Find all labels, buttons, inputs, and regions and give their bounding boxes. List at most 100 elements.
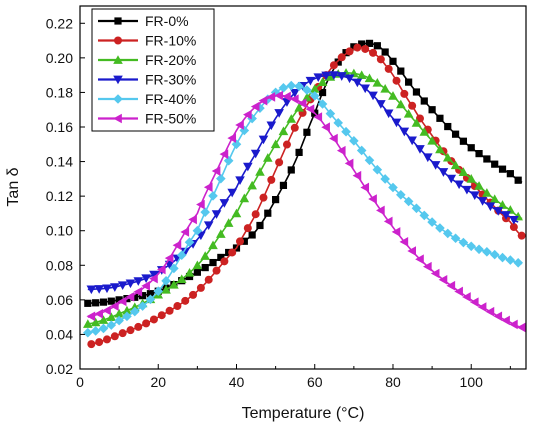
legend-label: FR-30% <box>145 72 196 88</box>
series-fr-50- <box>86 90 526 333</box>
data-point <box>427 217 437 227</box>
data-point <box>497 200 508 209</box>
data-point <box>466 174 477 183</box>
data-point <box>142 319 151 328</box>
data-point <box>255 167 265 176</box>
data-point <box>397 67 405 75</box>
y-tick-label: 0.08 <box>46 257 73 273</box>
data-point <box>485 306 495 317</box>
legend-item: FR-0% <box>98 13 189 29</box>
data-point <box>200 207 210 217</box>
data-point <box>83 327 93 338</box>
y-tick-label: 0.12 <box>46 188 73 204</box>
data-point <box>115 296 123 304</box>
data-point <box>219 149 229 159</box>
legend-label: FR-40% <box>145 91 196 107</box>
data-point <box>400 89 409 98</box>
data-point <box>239 193 250 203</box>
data-point <box>454 180 464 190</box>
data-point <box>368 194 377 204</box>
data-point <box>408 101 417 110</box>
legend-marker <box>113 113 122 124</box>
legend-item: FR-30% <box>98 72 196 88</box>
data-point <box>153 286 164 297</box>
data-point <box>290 123 299 132</box>
data-point <box>415 254 424 265</box>
data-point <box>258 95 268 106</box>
legend-label: FR-50% <box>145 111 196 127</box>
data-point <box>83 319 93 328</box>
data-point <box>92 299 100 307</box>
data-point <box>381 48 389 56</box>
data-point <box>321 71 331 81</box>
data-point <box>90 326 101 336</box>
data-point <box>250 149 261 159</box>
data-point <box>129 302 140 312</box>
data-point <box>106 312 117 321</box>
data-point <box>110 332 119 341</box>
data-point <box>466 241 477 252</box>
data-point <box>353 43 362 52</box>
data-point <box>149 270 159 280</box>
data-point <box>228 248 237 257</box>
data-point <box>204 275 213 284</box>
data-point <box>264 209 272 217</box>
data-point <box>94 285 104 294</box>
data-point <box>259 193 268 202</box>
data-point <box>122 311 132 322</box>
data-point <box>442 152 453 162</box>
data-point <box>196 199 205 210</box>
data-point <box>266 121 277 131</box>
data-point <box>156 264 166 275</box>
data-point <box>415 114 424 123</box>
data-point <box>125 279 136 289</box>
legend-marker <box>113 94 123 104</box>
data-point <box>203 221 214 230</box>
data-point <box>501 315 510 326</box>
data-point <box>286 114 297 123</box>
data-point <box>223 155 234 166</box>
data-point <box>430 161 441 170</box>
data-point <box>477 197 488 206</box>
data-point <box>411 118 422 127</box>
data-point <box>383 109 394 119</box>
legend-label: FR-0% <box>145 13 189 29</box>
data-point <box>462 292 471 302</box>
data-point <box>388 91 398 100</box>
data-point <box>131 293 139 301</box>
data-point <box>200 251 210 260</box>
data-point <box>302 92 312 102</box>
data-point <box>369 48 378 57</box>
y-tick-label: 0.14 <box>46 154 73 170</box>
data-point <box>428 106 436 114</box>
x-tick-label: 40 <box>229 374 245 390</box>
data-point <box>325 108 336 119</box>
data-point <box>212 266 221 275</box>
data-point <box>469 297 479 307</box>
data-point <box>169 279 179 289</box>
data-point <box>250 101 260 112</box>
data-point <box>239 125 250 136</box>
data-point <box>94 309 104 319</box>
data-point <box>286 80 297 91</box>
data-point <box>474 244 484 255</box>
data-point <box>282 91 291 102</box>
data-point <box>149 273 158 284</box>
data-point <box>391 227 401 237</box>
data-point <box>313 112 323 122</box>
data-point <box>356 70 367 79</box>
data-point <box>133 277 144 286</box>
data-point <box>102 335 111 344</box>
axes: 0 20 40 60 80 100 0.02 0.04 0.06 0.08 0.10 0.12 0.14… <box>46 15 511 390</box>
data-point <box>227 133 237 143</box>
data-point <box>349 136 359 146</box>
data-point <box>493 311 503 322</box>
data-point <box>289 94 299 104</box>
x-axis-title: Temperature (°C) <box>242 405 365 422</box>
data-point <box>509 319 518 330</box>
data-point <box>180 247 191 257</box>
data-point <box>138 292 147 300</box>
data-point <box>84 299 92 307</box>
data-point <box>388 182 398 193</box>
data-point <box>274 109 284 118</box>
